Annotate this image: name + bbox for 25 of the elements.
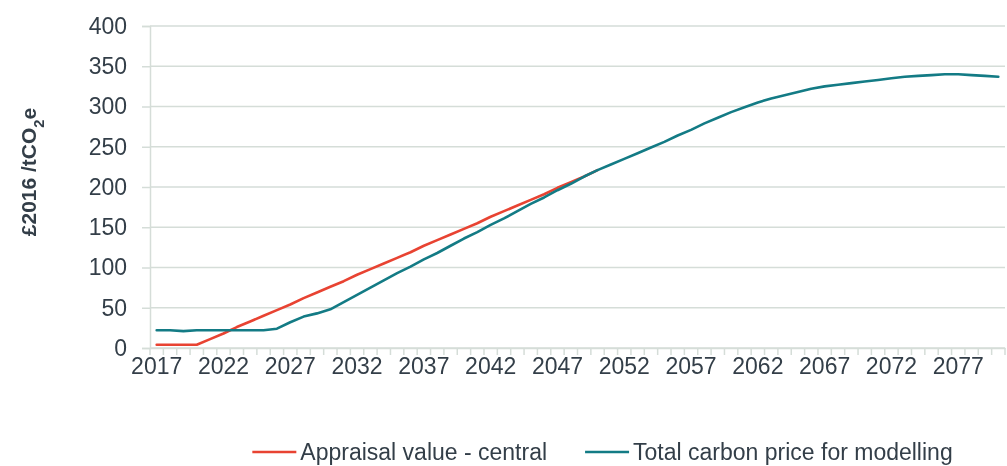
x-tick-label: 2067 (799, 353, 851, 380)
y-tick-label: 200 (88, 173, 127, 200)
x-tick-label: 2057 (665, 353, 717, 380)
x-tick-label: 2032 (331, 353, 383, 380)
x-tick-label: 2037 (398, 353, 450, 380)
x-tick-label: 2047 (531, 353, 584, 380)
y-tick-label: 100 (88, 254, 127, 281)
x-tick-label: 2077 (932, 353, 984, 380)
legend-label: Total carbon price for modelling (633, 439, 953, 465)
x-tick-label: 2042 (465, 353, 517, 380)
x-tick-label: 2072 (865, 353, 918, 380)
y-tick-label: 250 (88, 133, 127, 160)
x-tick-label: 2052 (598, 353, 650, 380)
y-tick-label: 0 (114, 334, 127, 361)
x-tick-label: 2017 (131, 353, 183, 380)
x-tick-label: 2027 (264, 353, 316, 380)
x-tick-label: 2022 (197, 353, 250, 380)
line-series (155, 73, 1000, 333)
y-tick-label: 50 (101, 294, 127, 321)
y-tick-label: 150 (88, 214, 127, 241)
legend-label: Appraisal value - central (300, 439, 548, 465)
x-tick-label: 2062 (732, 353, 784, 380)
y-tick-label: 350 (88, 53, 127, 80)
y-tick-label: 400 (88, 12, 127, 39)
y-tick-label: 300 (88, 93, 127, 120)
